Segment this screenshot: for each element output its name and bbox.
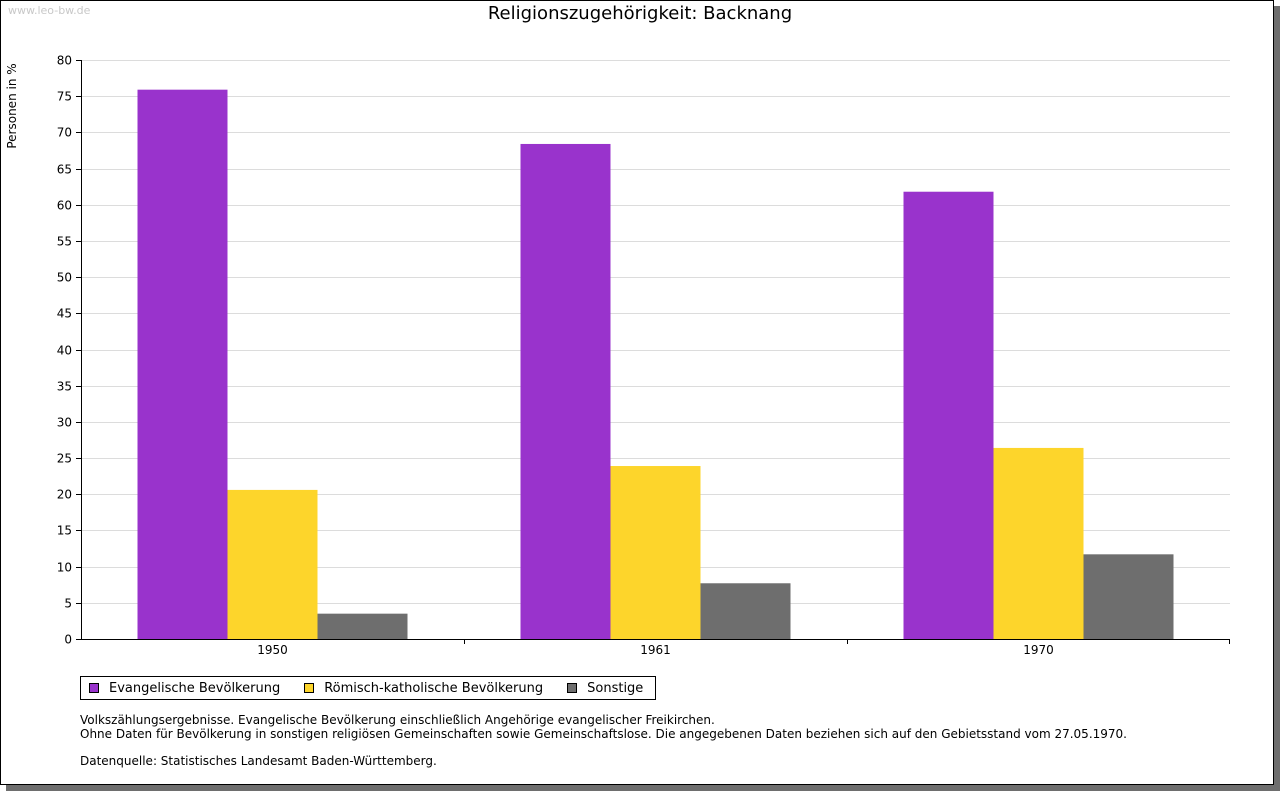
legend-label: Evangelische Bevölkerung xyxy=(109,680,281,696)
bar xyxy=(610,466,701,639)
y-axis-label: Personen in % xyxy=(5,63,19,148)
chart-title: Religionszugehörigkeit: Backnang xyxy=(487,3,793,24)
y-tick-label: 5 xyxy=(64,597,72,611)
y-tick-label: 0 xyxy=(64,633,72,647)
x-tick-label: 1970 xyxy=(1023,643,1054,657)
bar xyxy=(137,89,228,639)
legend-item: Sonstige xyxy=(567,681,643,696)
bar xyxy=(317,613,408,639)
legend-label: Sonstige xyxy=(587,680,644,696)
y-tick-label: 10 xyxy=(57,561,72,575)
bar xyxy=(700,583,791,639)
watermark: www.leo-bw.de xyxy=(8,4,91,17)
legend-label: Römisch-katholische Bevölkerung xyxy=(324,680,544,696)
bar xyxy=(227,489,318,639)
y-tick-labels: 0 5 10 15 20 25 30 35 40 45 50 55 60 65 70 75 80 xyxy=(57,54,72,647)
legend-swatch xyxy=(304,683,315,693)
bar-chart: 0 5 10 15 20 25 30 35 40 45 50 55 60 65 70 75 80 1950 196… xyxy=(5,54,1230,657)
y-tick-label: 65 xyxy=(57,163,72,177)
y-tick-label: 15 xyxy=(57,524,72,538)
legend: Evangelische Bevölkerung Römisch-katholis… xyxy=(80,676,657,700)
bar xyxy=(993,447,1084,639)
y-tick-label: 30 xyxy=(57,416,72,430)
y-tick-label: 60 xyxy=(57,199,72,213)
y-tick-label: 35 xyxy=(57,380,72,394)
bar xyxy=(520,143,611,639)
chart-notes: Volkszählungsergebnisse. Evangelische Be… xyxy=(80,713,1127,768)
y-tick-label: 25 xyxy=(57,452,72,466)
y-tick-label: 80 xyxy=(57,54,72,68)
note-line-2: Ohne Daten für Bevölkerung in sonstigen … xyxy=(80,727,1127,741)
y-tick-label: 20 xyxy=(57,488,72,502)
note-line-1: Volkszählungsergebnisse. Evangelische Be… xyxy=(80,713,715,727)
y-tick-label: 50 xyxy=(57,271,72,285)
data-source: Datenquelle: Statistisches Landesamt Bad… xyxy=(80,754,437,768)
legend-item: Römisch-katholische Bevölkerung xyxy=(304,681,543,696)
bars xyxy=(137,89,1174,639)
legend-item: Evangelische Bevölkerung xyxy=(89,681,280,696)
x-tick-labels: 1950 1961 1970 xyxy=(257,643,1054,657)
legend-swatch xyxy=(567,683,578,693)
x-tick-label: 1961 xyxy=(640,643,671,657)
x-tick-label: 1950 xyxy=(257,643,288,657)
y-tick-label: 45 xyxy=(57,307,72,321)
bar xyxy=(1083,554,1174,639)
axes xyxy=(76,60,1230,644)
y-tick-label: 75 xyxy=(57,90,72,104)
y-tick-label: 70 xyxy=(57,126,72,140)
y-tick-label: 40 xyxy=(57,344,72,358)
y-tick-label: 55 xyxy=(57,235,72,249)
legend-swatch xyxy=(89,683,99,693)
bar xyxy=(903,191,994,639)
